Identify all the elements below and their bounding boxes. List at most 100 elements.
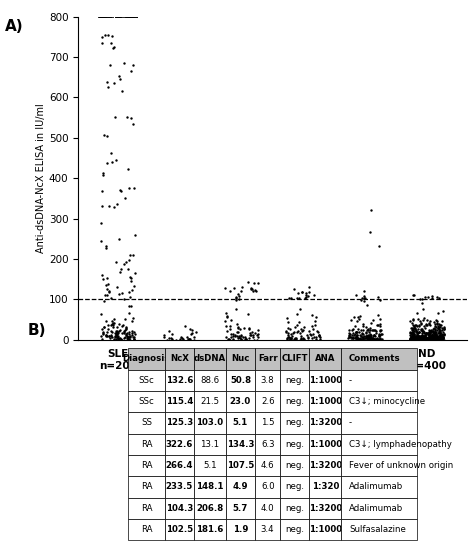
Point (98, 332, 105, 341)
Point (410, 331, 418, 340)
Point (132, 230, 139, 239)
Point (434, 332, 442, 341)
Point (435, 329, 442, 337)
Point (376, 326, 383, 335)
Point (359, 334, 367, 343)
Point (424, 329, 432, 338)
Point (369, 334, 377, 342)
Point (434, 321, 442, 330)
Point (310, 325, 317, 334)
Point (294, 289, 301, 297)
Point (411, 334, 419, 342)
Point (440, 329, 448, 338)
Point (363, 334, 370, 343)
Point (435, 308, 442, 317)
Point (126, 332, 134, 341)
Point (345, 333, 353, 342)
Point (291, 334, 299, 342)
Point (111, 332, 119, 341)
Point (237, 334, 245, 343)
Point (242, 334, 250, 343)
Point (410, 332, 418, 341)
Point (345, 333, 352, 342)
Point (125, 302, 132, 311)
Point (411, 324, 419, 333)
Point (410, 335, 417, 344)
Point (426, 335, 433, 344)
Point (360, 335, 367, 344)
Point (366, 334, 374, 342)
Point (426, 334, 433, 342)
Point (409, 319, 416, 327)
Point (302, 292, 310, 301)
Point (124, 265, 132, 274)
Point (228, 332, 235, 341)
Point (371, 334, 378, 343)
Point (226, 335, 233, 343)
Point (246, 329, 254, 337)
Point (349, 325, 357, 334)
Point (363, 301, 371, 310)
Point (423, 329, 430, 337)
Point (370, 326, 377, 335)
Point (306, 283, 313, 292)
Point (374, 334, 381, 343)
Point (227, 321, 234, 330)
Point (311, 316, 319, 325)
Point (223, 312, 231, 321)
Point (426, 321, 433, 330)
Point (252, 286, 259, 295)
Point (419, 328, 427, 337)
Point (227, 330, 235, 338)
Point (365, 335, 372, 343)
Point (411, 332, 419, 341)
Point (110, 78, 118, 87)
Point (109, 158, 116, 167)
Point (105, 286, 112, 295)
Point (439, 328, 447, 337)
Point (127, 66, 135, 75)
Point (422, 329, 429, 337)
Point (424, 293, 432, 302)
Point (421, 335, 428, 344)
Point (432, 322, 439, 331)
Point (113, 199, 121, 208)
Point (315, 331, 323, 340)
Point (406, 334, 414, 343)
Point (421, 332, 428, 341)
Point (128, 273, 135, 282)
Point (223, 311, 231, 320)
Point (417, 335, 425, 344)
Point (98, 324, 106, 333)
Point (109, 320, 117, 329)
Point (354, 334, 362, 343)
Point (116, 289, 123, 298)
Point (411, 333, 419, 342)
Point (414, 324, 422, 333)
Point (409, 330, 416, 338)
Point (363, 333, 371, 342)
Point (285, 294, 293, 303)
Point (247, 330, 255, 339)
Point (428, 332, 436, 341)
Point (413, 333, 421, 342)
Text: B): B) (27, 323, 46, 338)
Point (424, 335, 431, 344)
Point (366, 329, 374, 338)
Point (364, 331, 371, 340)
Point (376, 296, 383, 305)
Point (345, 325, 353, 334)
Point (419, 335, 427, 343)
Point (439, 306, 447, 315)
Point (430, 333, 438, 342)
Point (420, 335, 428, 343)
Point (432, 327, 440, 336)
Point (107, 327, 114, 336)
Point (427, 331, 435, 340)
Point (412, 328, 420, 337)
Point (296, 328, 303, 337)
Point (373, 321, 381, 330)
Point (433, 331, 441, 340)
Point (361, 334, 369, 343)
Point (128, 330, 136, 339)
